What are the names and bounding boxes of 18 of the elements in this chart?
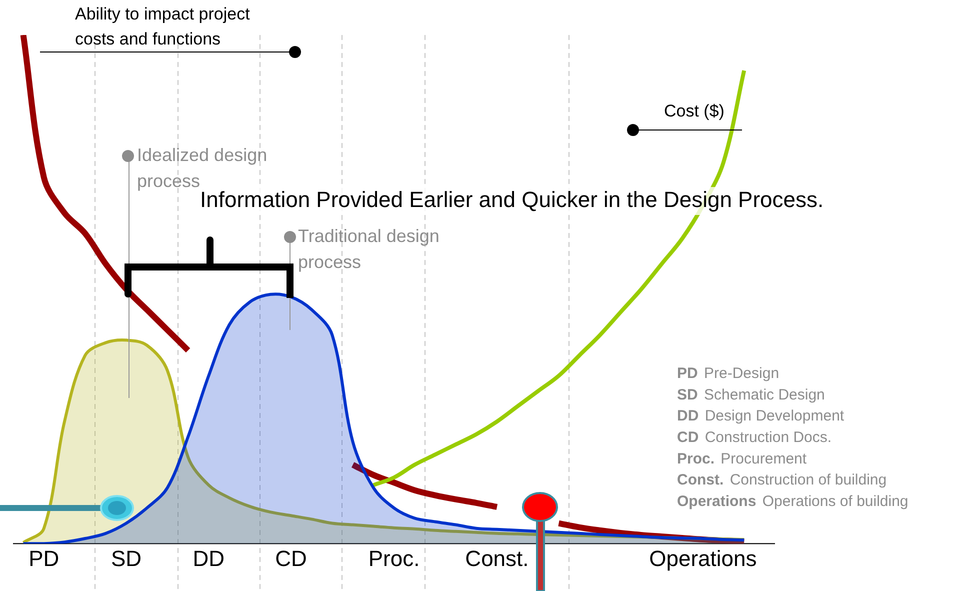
annotation: DD Design Development	[677, 408, 845, 425]
annotation: Operations Operations of building	[677, 492, 908, 510]
x-tick-label: Proc.	[368, 546, 420, 571]
series-label: Cost ($)	[664, 102, 724, 121]
series-label: Traditional design process	[298, 226, 440, 272]
x-tick-label: CD	[275, 546, 307, 571]
text: Ability to impact project costs and functions	[75, 4, 250, 49]
x-tick-label: SD	[110, 546, 142, 571]
annotation: Proc. Procurement	[677, 450, 808, 468]
x-tick-label: Const.	[465, 546, 529, 571]
annotation: Const. Construction of building	[677, 472, 887, 489]
x-tick-label: DD	[192, 546, 225, 571]
x-tick-label: Operations	[649, 546, 757, 571]
annotation: CD Construction Docs.	[677, 429, 832, 446]
x-tick-label: PD	[28, 546, 60, 571]
annotation: Information Provided Earlier and Quicker in the Design Process.	[200, 187, 824, 212]
annotation: SD Schematic Design	[677, 386, 825, 404]
annotation: PD Pre-Design	[677, 365, 780, 382]
